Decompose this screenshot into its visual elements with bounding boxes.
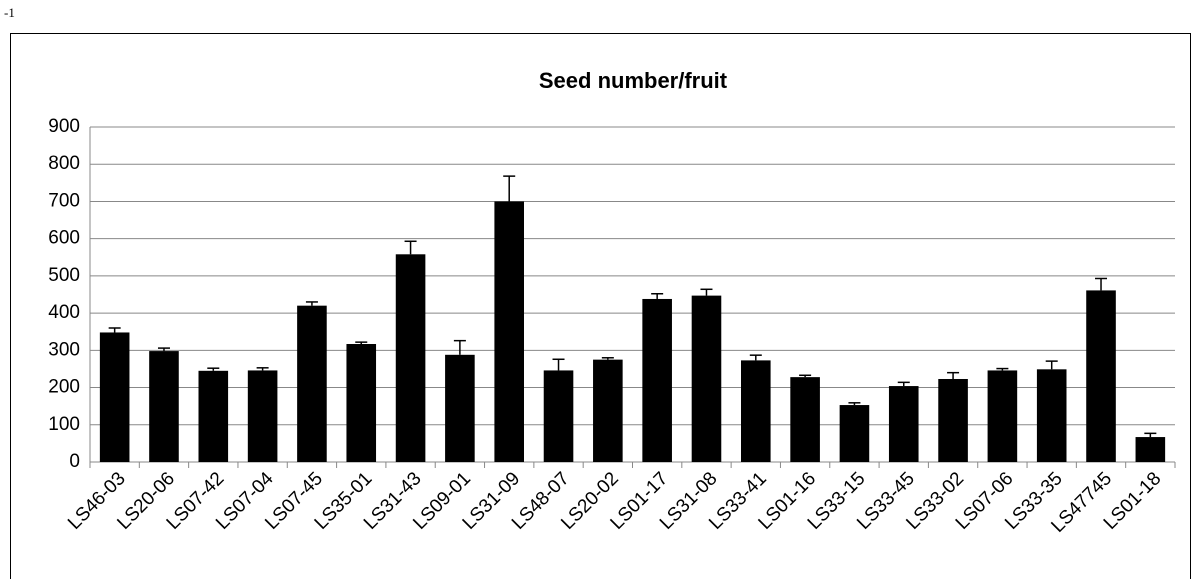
bar — [938, 378, 968, 462]
bar — [790, 377, 820, 462]
bar — [149, 351, 179, 462]
y-tick-label: 600 — [48, 228, 80, 249]
bar — [543, 370, 574, 462]
y-tick-label: 800 — [48, 153, 80, 174]
bar — [346, 344, 377, 462]
bar — [691, 295, 722, 462]
bar — [247, 370, 278, 462]
chart-frame — [10, 33, 1191, 579]
bar — [593, 359, 623, 462]
note: -1 — [4, 5, 15, 20]
bar — [888, 386, 919, 462]
bar — [395, 254, 426, 462]
chart-title: Seed number/fruit — [539, 68, 728, 93]
y-tick-label: 100 — [48, 414, 80, 435]
bar — [99, 332, 130, 462]
y-tick-label: 300 — [48, 339, 80, 360]
bar — [839, 405, 870, 462]
y-tick-label: 500 — [48, 265, 80, 286]
bar — [741, 360, 771, 462]
bar — [445, 354, 475, 462]
bar — [1036, 369, 1067, 462]
bar — [1086, 290, 1116, 462]
y-tick-label: 700 — [48, 190, 80, 211]
bar — [987, 370, 1018, 462]
y-tick-label: 400 — [48, 302, 80, 323]
y-tick-label: 0 — [69, 451, 80, 472]
y-tick-label: 200 — [48, 377, 80, 398]
bar — [297, 305, 327, 462]
bar — [198, 370, 229, 462]
bar — [494, 201, 524, 462]
y-tick-label: 900 — [48, 116, 80, 137]
bar — [642, 298, 672, 462]
bar — [1135, 437, 1166, 462]
